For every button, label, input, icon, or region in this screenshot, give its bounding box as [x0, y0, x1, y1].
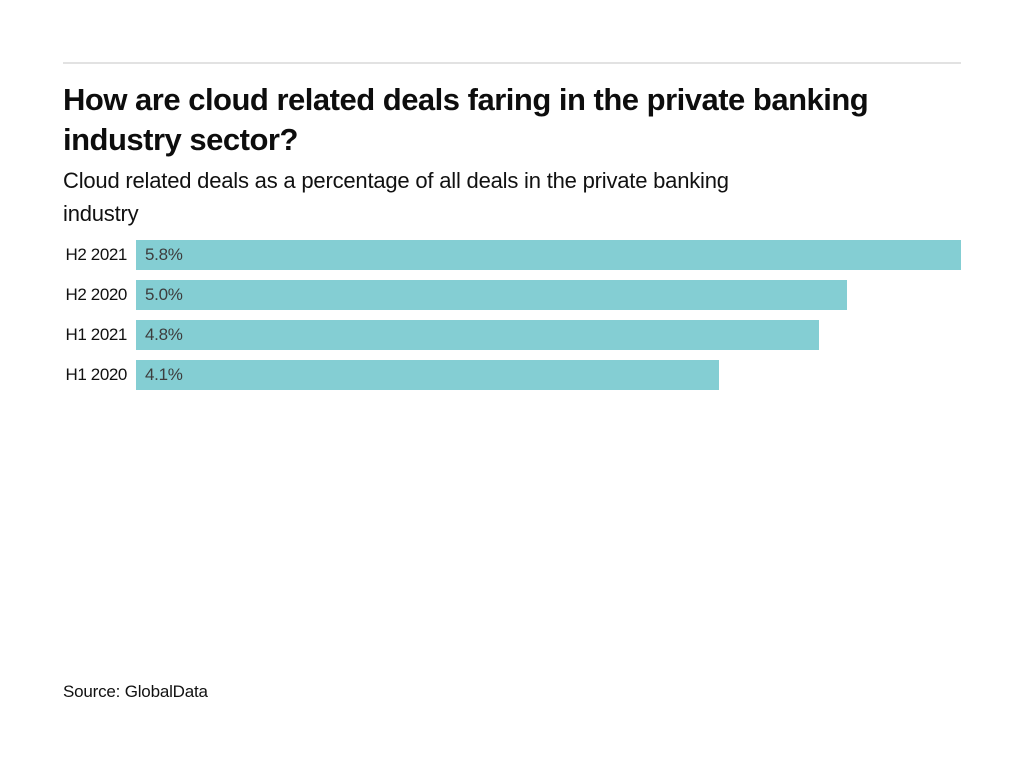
- bar-row: H1 2021 4.8%: [63, 320, 961, 350]
- bar-track: 4.1%: [136, 360, 961, 390]
- value-label: 5.8%: [145, 245, 183, 264]
- chart-subtitle-line2: industry: [63, 201, 139, 226]
- bar-row: H2 2021 5.8%: [63, 240, 961, 270]
- page-title-line1: How are cloud related deals faring in th…: [63, 82, 869, 117]
- bar-track: 5.8%: [136, 240, 961, 270]
- bar: 4.1%: [136, 360, 720, 390]
- bar: 4.8%: [136, 320, 819, 350]
- top-divider: [63, 62, 961, 64]
- value-label: 4.8%: [145, 325, 183, 344]
- value-label: 5.0%: [145, 285, 183, 304]
- category-label: H1 2021: [65, 325, 128, 344]
- chart-subtitle: Cloud related deals as a percentage of a…: [63, 164, 963, 230]
- bar: 5.0%: [136, 280, 848, 310]
- bar-row: H2 2020 5.0%: [63, 280, 961, 310]
- bar-row: H1 2020 4.1%: [63, 360, 961, 390]
- category-label: H2 2020: [65, 285, 128, 304]
- page-title: How are cloud related deals faring in th…: [63, 80, 1003, 160]
- category-label: H2 2021: [65, 245, 128, 264]
- category-label: H1 2020: [65, 365, 128, 384]
- chart-subtitle-line1: Cloud related deals as a percentage of a…: [63, 168, 729, 193]
- source-note: Source: GlobalData: [63, 682, 208, 701]
- value-label: 4.1%: [145, 365, 183, 384]
- bar-track: 4.8%: [136, 320, 961, 350]
- bar: 5.8%: [136, 240, 961, 270]
- bar-chart: H2 2021 5.8% H2 2020 5.0% H1 2021 4.8% H1 2020…: [63, 240, 961, 400]
- page-title-line2: industry sector?: [63, 122, 298, 157]
- bar-track: 5.0%: [136, 280, 961, 310]
